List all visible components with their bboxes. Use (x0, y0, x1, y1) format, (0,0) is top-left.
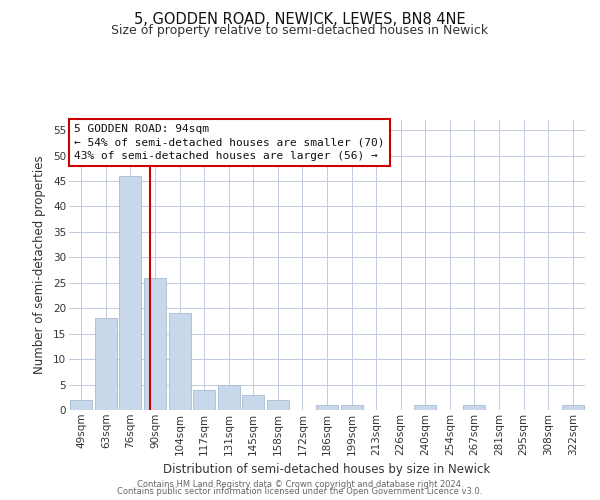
Text: Size of property relative to semi-detached houses in Newick: Size of property relative to semi-detach… (112, 24, 488, 37)
Y-axis label: Number of semi-detached properties: Number of semi-detached properties (33, 156, 46, 374)
Bar (316, 405, 338, 410)
Bar (95, 318, 117, 410)
Text: 5, GODDEN ROAD, NEWICK, LEWES, BN8 4NE: 5, GODDEN ROAD, NEWICK, LEWES, BN8 4NE (134, 12, 466, 28)
Bar (414, 405, 436, 410)
Bar (242, 394, 265, 410)
Bar (218, 384, 240, 410)
Bar (463, 405, 485, 410)
Bar (562, 405, 584, 410)
Bar (169, 314, 191, 410)
Bar (341, 405, 362, 410)
Text: 5 GODDEN ROAD: 94sqm
← 54% of semi-detached houses are smaller (70)
43% of semi-: 5 GODDEN ROAD: 94sqm ← 54% of semi-detac… (74, 124, 385, 161)
Text: Contains public sector information licensed under the Open Government Licence v3: Contains public sector information licen… (118, 487, 482, 496)
Bar (267, 400, 289, 410)
Text: Contains HM Land Registry data © Crown copyright and database right 2024.: Contains HM Land Registry data © Crown c… (137, 480, 463, 489)
Bar (193, 390, 215, 410)
X-axis label: Distribution of semi-detached houses by size in Newick: Distribution of semi-detached houses by … (163, 463, 491, 476)
Bar (70, 400, 92, 410)
Bar (119, 176, 142, 410)
Bar (144, 278, 166, 410)
